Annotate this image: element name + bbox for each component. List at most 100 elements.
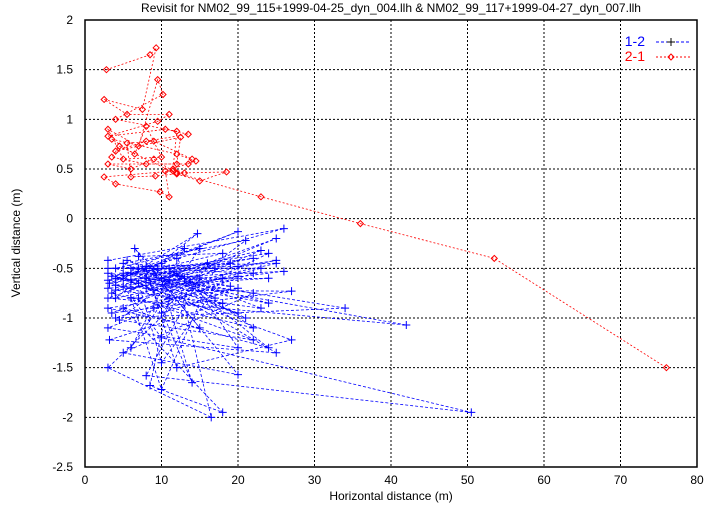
data-point — [241, 314, 250, 322]
data-point — [157, 385, 166, 394]
data-point — [142, 137, 150, 145]
data-point — [103, 276, 112, 285]
data-point — [111, 274, 120, 283]
data-point — [180, 274, 189, 283]
data-point — [126, 343, 135, 352]
series-1-2 — [103, 224, 476, 422]
data-point — [184, 160, 192, 168]
data-point — [241, 236, 250, 245]
chart-title: Revisit for NM02_99_115+1999-04-25_dyn_0… — [141, 1, 641, 15]
data-point — [157, 153, 166, 161]
data-point — [172, 269, 181, 278]
data-point — [195, 244, 204, 253]
data-point — [173, 170, 181, 178]
data-point — [226, 259, 235, 268]
data-point — [256, 264, 265, 273]
data-point — [103, 269, 112, 278]
data-point — [159, 90, 167, 99]
data-point — [153, 264, 162, 273]
data-point — [142, 284, 151, 293]
data-point — [123, 256, 132, 265]
data-point — [173, 160, 181, 168]
x-tick-label: 50 — [461, 473, 475, 487]
data-point — [264, 299, 273, 308]
data-point — [103, 304, 112, 313]
data-point — [249, 254, 258, 263]
data-point — [153, 75, 162, 84]
data-point — [188, 378, 197, 387]
data-point — [142, 122, 150, 130]
data-point — [111, 180, 120, 188]
data-point — [193, 229, 202, 238]
data-point — [256, 246, 265, 255]
y-tick-label: 1 — [66, 112, 73, 126]
data-point — [142, 274, 151, 283]
data-point — [249, 323, 258, 332]
data-point — [108, 135, 116, 143]
data-point — [156, 188, 164, 196]
data-point — [119, 348, 128, 357]
data-point — [176, 133, 185, 141]
data-point — [119, 274, 128, 283]
data-point — [157, 259, 166, 268]
axis-ticks: 0 10 20 30 40 50 60 70 80 -2.5 -2 -1.5 -1 -0.5 0 0.5 1 1.… — [52, 13, 704, 487]
data-point — [249, 335, 258, 344]
data-point — [287, 335, 296, 344]
data-point — [234, 309, 242, 318]
data-point — [180, 169, 189, 177]
data-point — [165, 193, 173, 201]
data-point — [264, 249, 273, 258]
x-tick-label: 40 — [384, 473, 398, 487]
data-point — [126, 294, 135, 303]
data-point — [150, 155, 158, 163]
data-point — [341, 304, 350, 313]
data-point — [287, 287, 296, 296]
data-point — [153, 117, 162, 126]
data-point — [272, 234, 281, 243]
data-point — [172, 363, 181, 372]
data-point — [272, 256, 281, 265]
data-point — [184, 130, 192, 138]
series-line-2-1 — [102, 47, 667, 369]
data-point — [142, 371, 151, 380]
data-point — [234, 370, 242, 379]
data-point — [195, 274, 204, 283]
data-point — [165, 279, 174, 288]
y-tick-label: 0.5 — [56, 162, 73, 176]
data-point — [119, 282, 128, 291]
legend-label-2-1: 2-1 — [625, 48, 645, 64]
x-tick-label: 30 — [308, 473, 322, 487]
data-point — [180, 244, 189, 253]
data-point — [249, 289, 258, 298]
data-point — [103, 363, 112, 372]
data-point — [226, 282, 235, 291]
data-point — [151, 172, 160, 180]
data-point — [138, 105, 147, 114]
x-tick-label: 80 — [690, 473, 704, 487]
data-point — [119, 155, 127, 163]
data-point — [134, 279, 143, 288]
series-line-1-2 — [106, 228, 472, 419]
data-point — [264, 343, 273, 352]
data-point — [257, 193, 265, 201]
x-tick-label: 20 — [231, 473, 245, 487]
data-point — [103, 284, 112, 293]
data-point — [127, 165, 135, 173]
data-point — [126, 269, 135, 278]
data-point — [126, 276, 135, 285]
data-point — [100, 95, 108, 104]
legend-marker-diamond — [667, 53, 675, 61]
data-point — [146, 381, 155, 390]
data-point — [131, 150, 139, 158]
data-point — [157, 358, 166, 367]
data-point — [104, 132, 112, 140]
data-point — [127, 173, 135, 181]
data-point — [165, 110, 173, 119]
data-point — [142, 160, 150, 168]
data-point — [111, 294, 120, 303]
x-tick-label: 60 — [537, 473, 551, 487]
data-point — [134, 142, 143, 150]
data-point — [279, 224, 288, 233]
data-point — [111, 281, 120, 290]
